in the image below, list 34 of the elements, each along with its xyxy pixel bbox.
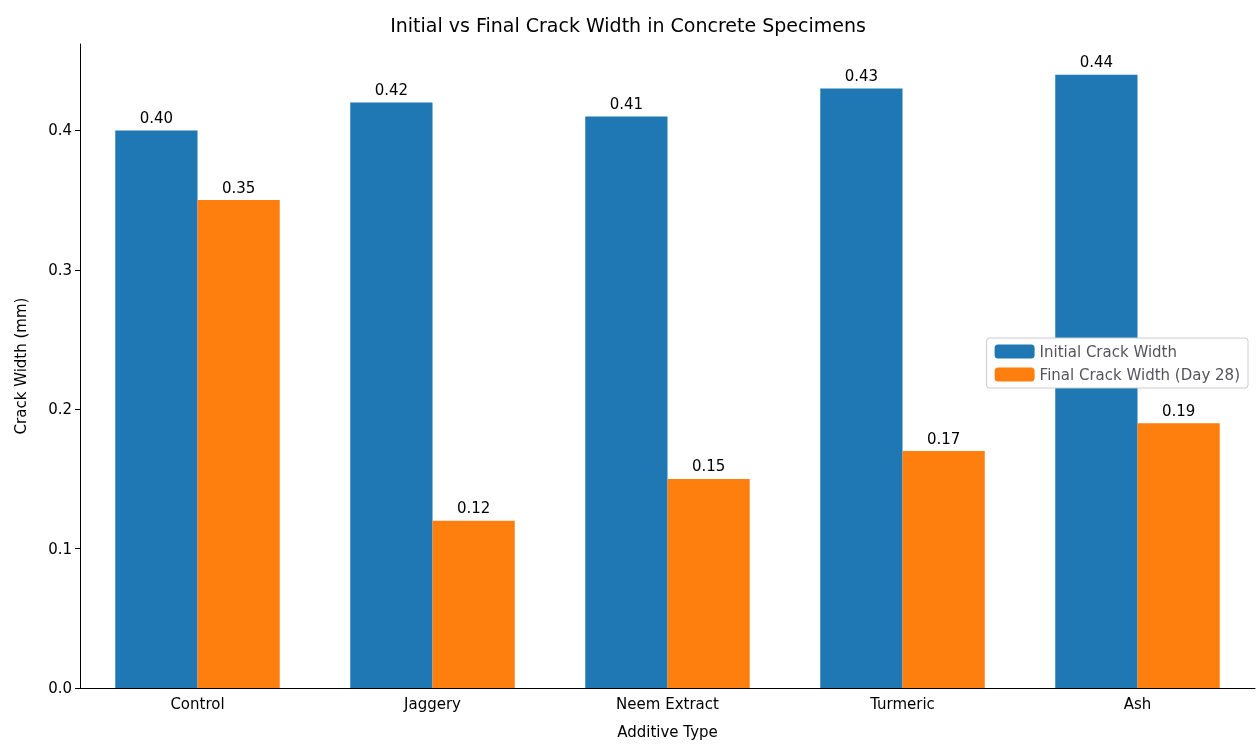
bar [902,451,985,688]
y-tick-label: 0.4 [48,121,72,140]
bar [350,102,433,688]
x-axis-title: Additive Type [617,722,718,741]
x-tick-label: Ash [1123,694,1152,713]
bar [197,200,280,688]
x-tick-label: Turmeric [869,694,935,713]
y-tick-label: 0.3 [48,260,72,279]
x-tick-label: Control [170,694,225,713]
data-label: 0.41 [609,94,644,113]
bar [667,478,750,688]
y-tick-label: 0.1 [48,539,72,558]
y-tick-label: 0.0 [48,679,72,697]
data-label: 0.42 [374,81,409,100]
bar [820,88,903,688]
data-label: 0.15 [691,457,726,476]
bar [432,520,515,688]
legend-label: Initial Crack Width [1039,342,1177,361]
data-label: 0.17 [926,429,961,448]
y-axis-title: Crack Width (mm) [11,297,30,435]
y-tick-label: 0.2 [48,400,72,419]
bar [115,130,198,688]
data-label: 0.12 [456,499,491,518]
bar [1137,423,1220,688]
data-label: 0.19 [1161,401,1196,420]
chart-title: Initial vs Final Crack Width in Concrete Specimens [390,13,866,36]
data-label: 0.35 [221,178,256,197]
bar [585,116,668,688]
data-label: 0.40 [139,108,174,127]
x-tick-label: Neem Extract [616,694,720,713]
x-tick-label: Jaggery [403,694,462,713]
data-label: 0.44 [1079,53,1114,72]
legend-label: Final Crack Width (Day 28) [1039,365,1241,384]
data-label: 0.43 [844,67,879,86]
